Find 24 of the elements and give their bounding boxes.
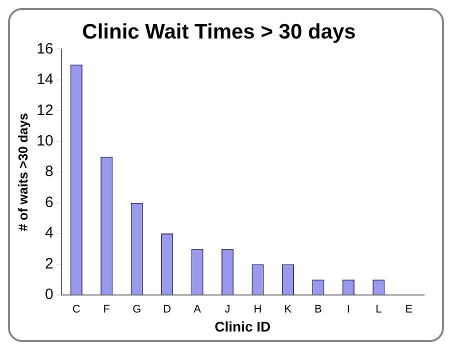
y-tick-label: 4	[44, 224, 54, 242]
x-tick-label: F	[103, 304, 110, 316]
y-tick-label: 10	[36, 132, 54, 150]
x-tick-label: I	[346, 304, 350, 316]
x-tick-label: A	[194, 304, 202, 316]
x-tick-label: J	[224, 304, 230, 316]
y-tick-label: 16	[36, 40, 54, 58]
y-axis-title: # of waits >30 days	[15, 113, 30, 232]
y-tick-label: 0	[44, 286, 54, 304]
x-tick-label: L	[376, 304, 382, 316]
x-axis-title: Clinic ID	[214, 318, 271, 334]
y-tick-label: 2	[44, 255, 54, 272]
x-tick-label: H	[254, 304, 262, 316]
x-tick-label: D	[163, 304, 172, 316]
x-tick-label: E	[405, 304, 413, 316]
x-tick-label: K	[284, 304, 292, 316]
y-tick-label: 12	[36, 102, 54, 119]
chart-title: Clinic Wait Times > 30 days	[82, 20, 356, 44]
x-tick-label: B	[314, 304, 322, 316]
x-tick-label: C	[72, 304, 80, 316]
y-tick-label: 8	[44, 163, 54, 180]
y-tick-label: 14	[36, 71, 54, 88]
x-tick-label: G	[132, 304, 142, 316]
y-tick-label: 6	[44, 194, 54, 211]
